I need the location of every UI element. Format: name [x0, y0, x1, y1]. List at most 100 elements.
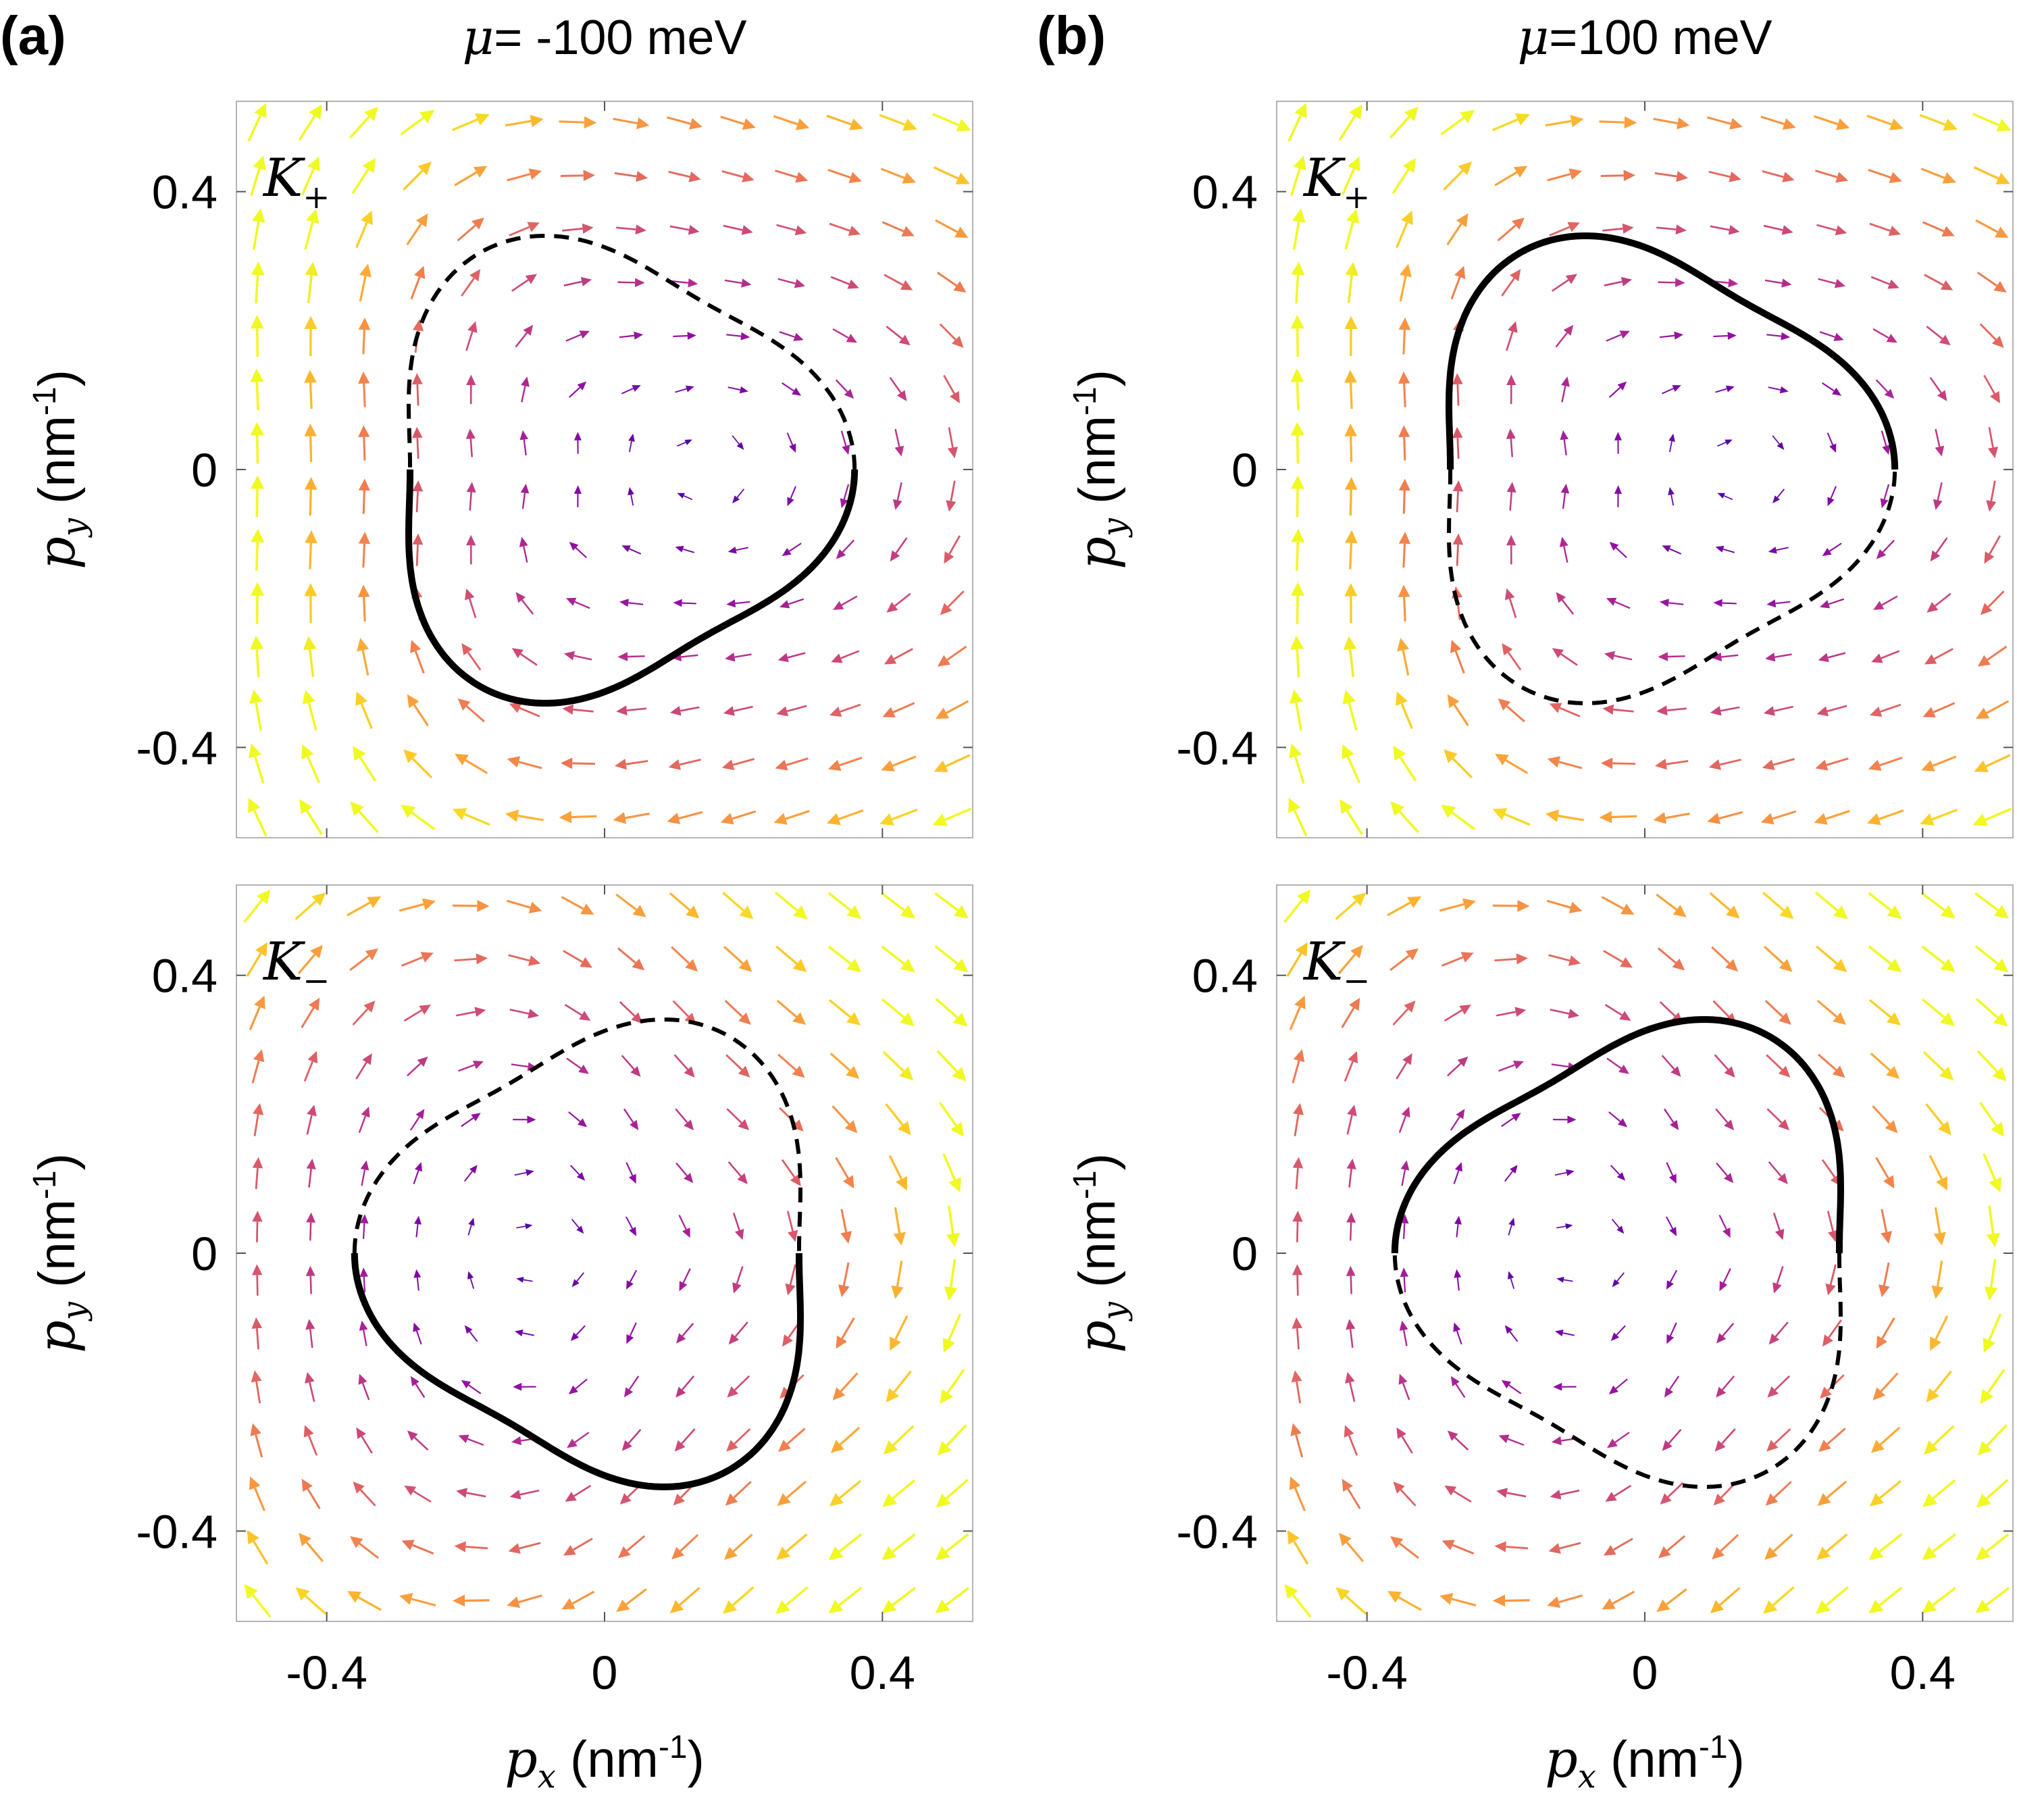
field-arrow [301, 997, 320, 1028]
field-arrow [1339, 799, 1364, 836]
field-arrow [511, 648, 538, 666]
field-arrow [1922, 1587, 1956, 1613]
field-arrow [250, 635, 264, 678]
field-arrow [628, 433, 635, 453]
field-arrow [563, 651, 592, 661]
field-arrow [882, 1479, 916, 1507]
fermi-contour-solid [351, 1253, 805, 1490]
field-arrow [1922, 1479, 1956, 1507]
field-arrow [1872, 1372, 1899, 1400]
field-arrow [1869, 703, 1901, 717]
field-arrow [1768, 1161, 1788, 1184]
field-arrow [250, 1423, 263, 1458]
field-arrow [1546, 899, 1583, 913]
field-arrow [1291, 528, 1305, 571]
field-arrow [1878, 1262, 1890, 1298]
field-arrow [1439, 898, 1477, 912]
field-arrow [1827, 432, 1837, 453]
field-arrow [777, 1480, 807, 1506]
field-arrow [726, 599, 750, 608]
field-arrow [1983, 374, 2000, 404]
field-arrow [1450, 640, 1465, 674]
field-arrow [893, 1207, 906, 1246]
field-arrow [1772, 488, 1785, 504]
field-arrow [1983, 1153, 2001, 1192]
field-arrow [1498, 1434, 1525, 1446]
field-arrow [1554, 1169, 1575, 1176]
field-arrow [621, 1429, 642, 1451]
field-arrow [1611, 1219, 1625, 1234]
field-arrow [464, 588, 477, 618]
field-arrow [617, 278, 645, 288]
field-arrow [1763, 945, 1793, 972]
field-arrow [295, 1587, 327, 1615]
field-arrow [399, 898, 436, 912]
field-arrow [1935, 428, 1945, 457]
field-arrow [516, 1276, 533, 1283]
field-arrow [777, 278, 806, 288]
field-arrow [567, 1432, 590, 1448]
field-arrow [250, 368, 264, 411]
field-arrow [249, 1476, 266, 1511]
field-arrow [1554, 1330, 1575, 1337]
field-arrow [1654, 171, 1689, 182]
field-arrow [347, 1591, 382, 1611]
field-arrow [621, 385, 641, 395]
field-arrow [1765, 653, 1792, 662]
vector-field [247, 103, 972, 837]
y-tick-label: 0.4 [152, 950, 218, 1003]
field-arrow [1492, 1594, 1530, 1607]
field-arrow [357, 584, 370, 622]
field-arrow [1866, 114, 1904, 130]
field-arrow [1292, 1049, 1305, 1084]
field-arrow [776, 224, 807, 236]
field-arrow [452, 808, 490, 826]
field-arrow [1496, 1007, 1527, 1017]
field-arrow [889, 377, 907, 401]
field-arrow [1604, 1003, 1631, 1021]
field-arrow [616, 224, 646, 235]
field-arrow [1921, 892, 1956, 919]
field-arrow [1976, 272, 2007, 293]
field-arrow [1290, 422, 1304, 464]
field-arrow [1608, 381, 1627, 398]
fermi-contour-dashed [1392, 1253, 1843, 1489]
field-arrow [508, 1542, 541, 1554]
field-arrow [721, 891, 754, 919]
field-arrow [306, 1212, 316, 1241]
field-arrow [304, 530, 317, 570]
field-arrow [936, 1050, 967, 1082]
field-arrow [676, 1323, 694, 1344]
field-arrow [1498, 698, 1525, 723]
field-arrow [1292, 208, 1306, 250]
field-arrow [1653, 117, 1690, 130]
valley-label: K− [262, 932, 330, 1000]
field-arrow [830, 1426, 861, 1453]
field-arrow [827, 945, 862, 973]
y-tick-label: 0.4 [1192, 166, 1258, 219]
field-arrow [301, 1478, 321, 1509]
field-arrow [560, 757, 596, 769]
field-arrow [1818, 652, 1846, 663]
field-arrow [1762, 891, 1794, 919]
field-arrow [1825, 1264, 1837, 1296]
field-arrow [1711, 946, 1739, 972]
field-arrow [1393, 746, 1417, 782]
field-arrow [301, 156, 320, 196]
field-arrow [671, 946, 698, 972]
field-arrow [831, 650, 860, 663]
field-arrow [1387, 896, 1422, 917]
field-arrow [1922, 221, 1955, 237]
field-arrow [1498, 1060, 1524, 1072]
field-arrow [1658, 1535, 1686, 1559]
field-arrow [935, 998, 968, 1027]
field-arrow [252, 1211, 263, 1242]
field-arrow [1346, 1212, 1356, 1241]
panel-letter: (a) [0, 5, 66, 66]
field-arrow [304, 423, 317, 463]
field-arrow [675, 1375, 695, 1398]
field-arrow [413, 1269, 422, 1291]
plot-background [236, 101, 973, 838]
field-arrow [1283, 889, 1311, 924]
field-arrow [251, 261, 265, 304]
